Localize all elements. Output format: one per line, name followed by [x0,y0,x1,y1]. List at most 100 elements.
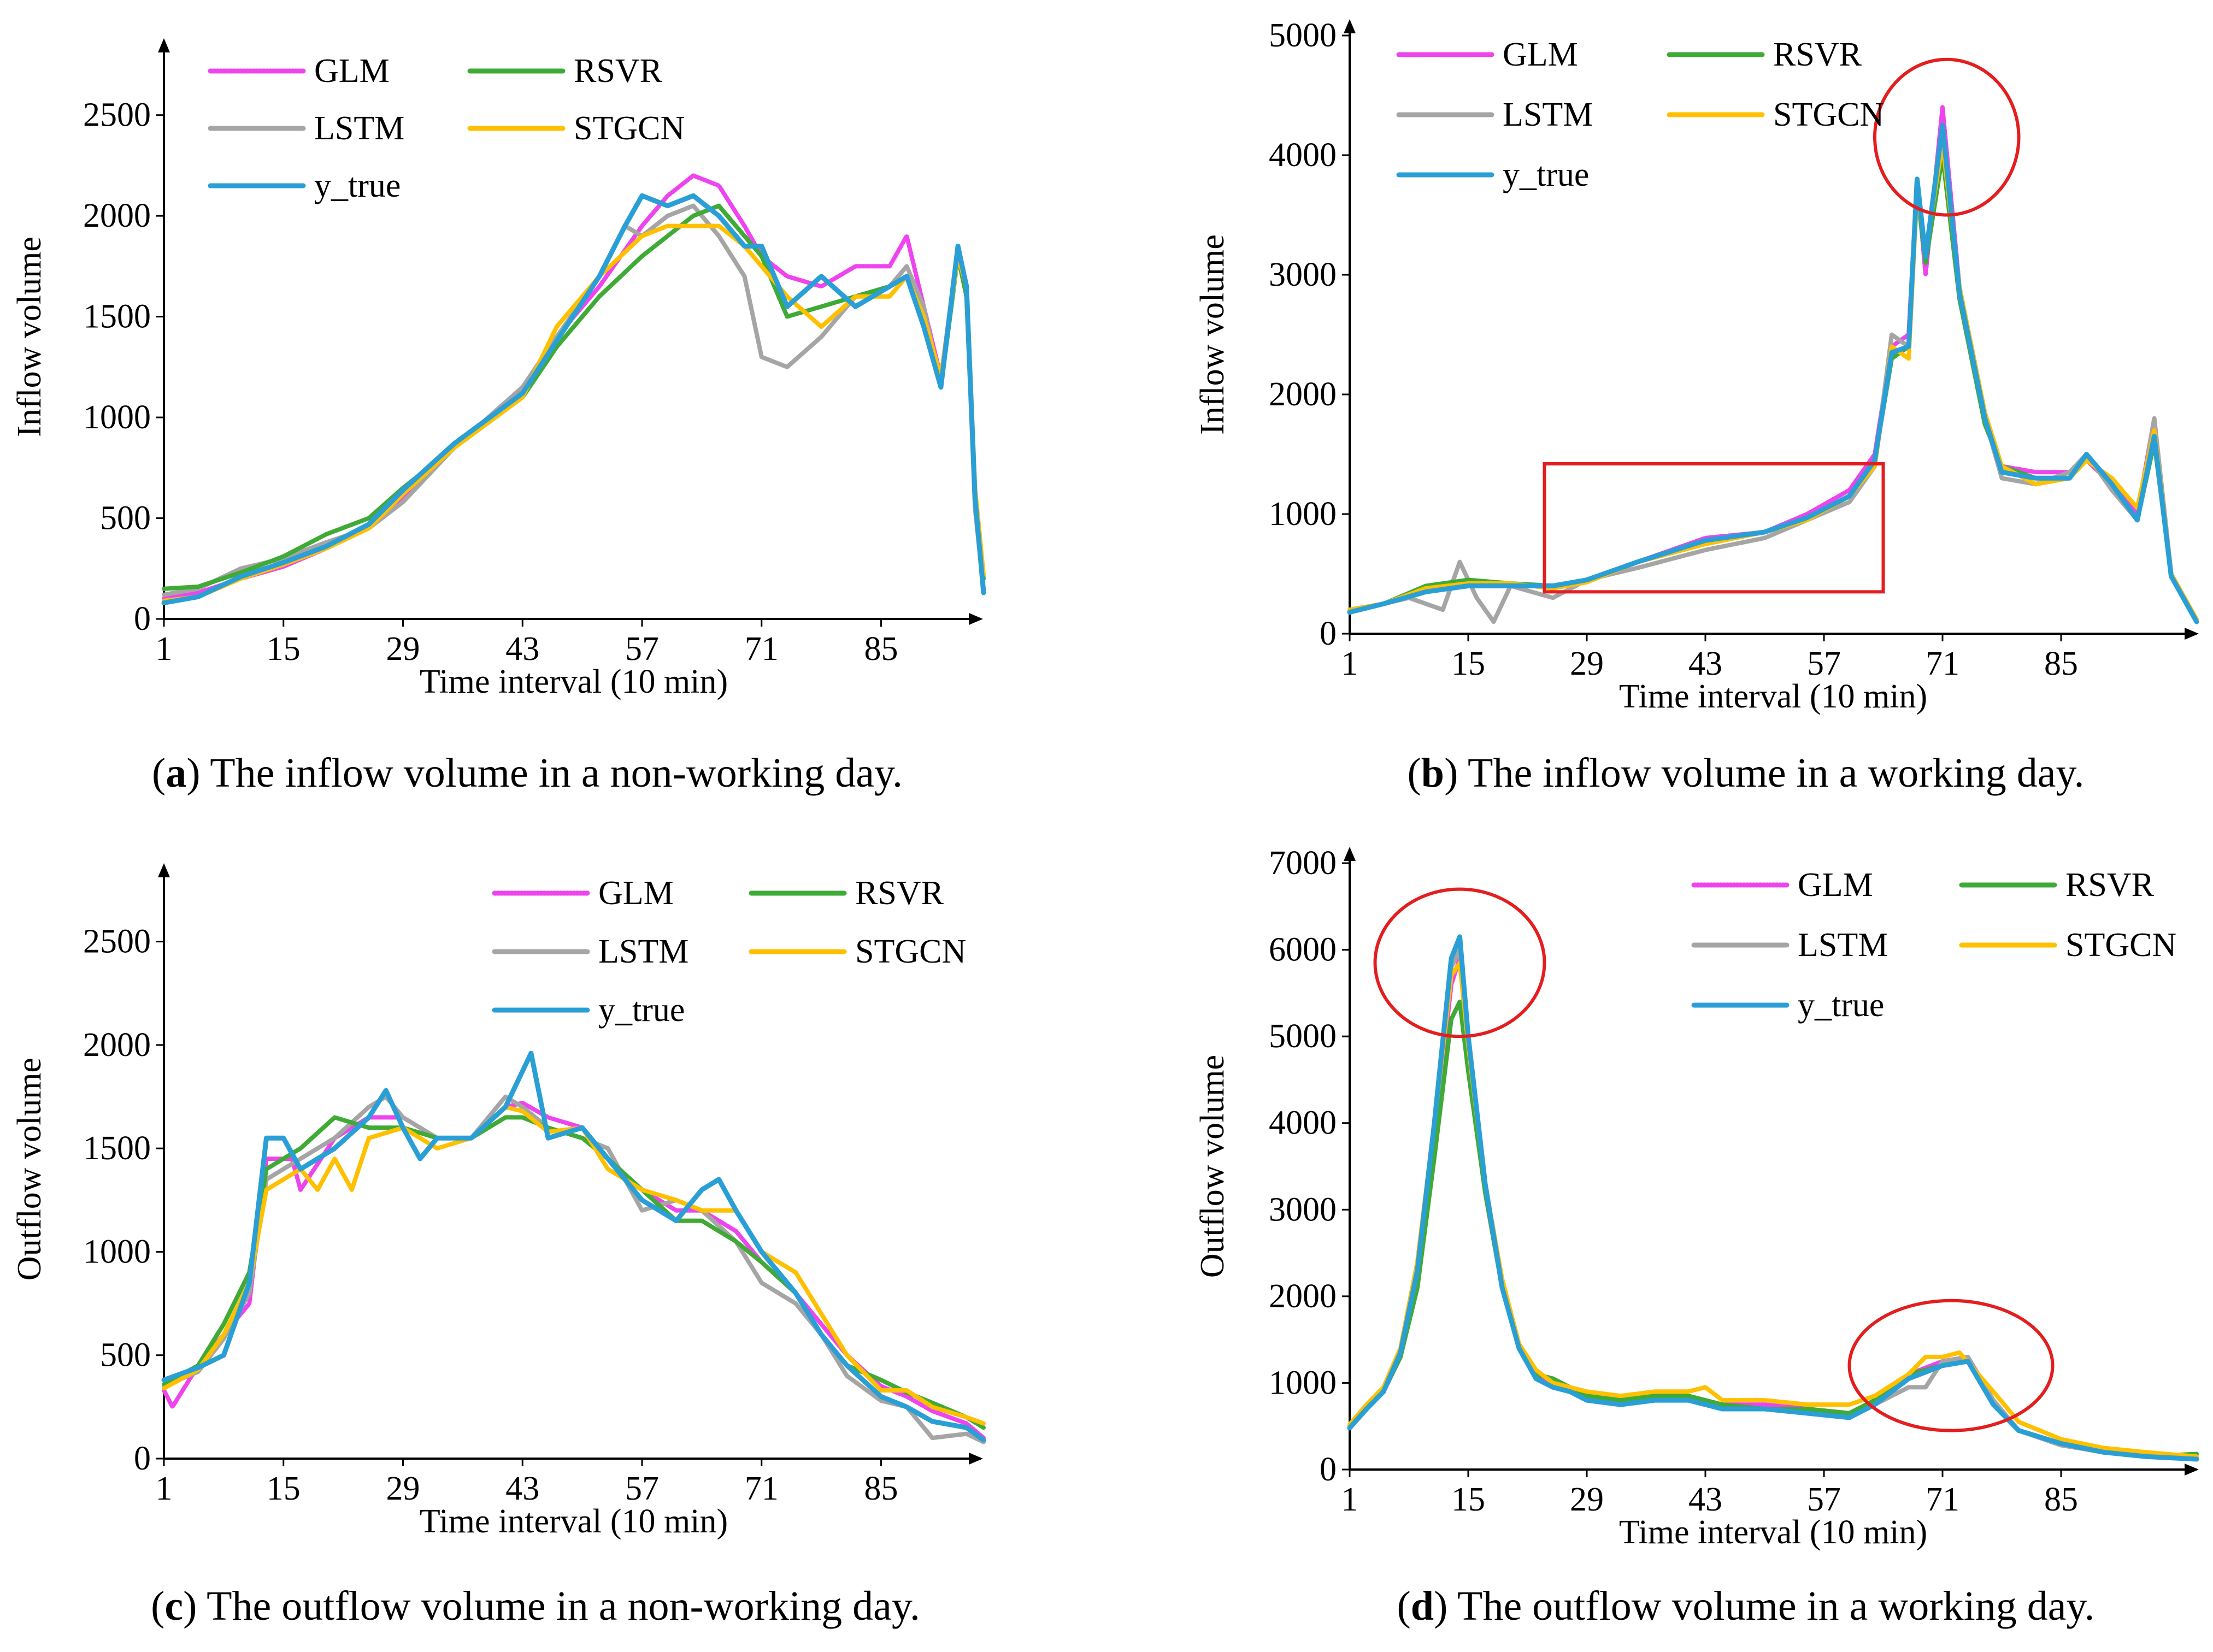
y-tick-label: 0 [1320,1451,1337,1488]
series-line-rsvr [1347,999,2199,1459]
series-line-stgcn [162,223,986,603]
highlight-rectangle [1543,462,1885,594]
y-tick-label: 4000 [1269,137,1337,174]
x-axis-label: Time interval (10 min) [1619,678,1927,715]
chart-panel-d: 0 1000 2000 3000 4000 5000 6000 7000 1 15 29 43 57 71… [1194,845,2199,1629]
y-tick-label: 2000 [83,197,151,234]
legend-label-rsvr: RSVR [1773,36,1862,73]
series-line-stgcn [1347,960,2199,1459]
legend-label-y-true: y_true [598,992,685,1029]
y-axis-label: Inflow volume [1194,234,1231,435]
y-tick-label: 5000 [1269,1018,1337,1055]
y-tick-label: 500 [100,1337,151,1374]
y-axis-label: Outflow volume [1194,1055,1231,1278]
legend-label-glm: GLM [1503,36,1578,73]
x-tick-label: 29 [1570,1481,1604,1518]
series-line-y-true [1347,934,2199,1462]
x-tick-label: 43 [505,1470,539,1507]
series-line-lstm [1347,129,2199,624]
chart-panel-a: 0 500 1000 1500 2000 2500 1 15 29 43 57 71 85 Time in… [11,38,986,796]
legend-label-rsvr: RSVR [574,52,663,90]
series-line-glm [162,173,986,601]
highlight-ellipse [1873,57,2021,217]
x-tick-label: 71 [745,1470,779,1507]
y-tick-label: 2500 [83,923,151,960]
series-line-stgcn [1347,141,2199,622]
y-axis-label: Outflow volume [11,1058,48,1281]
x-tick-label: 71 [1926,645,1959,682]
y-tick-label: 6000 [1269,931,1337,969]
y-tick-label: 2500 [83,97,151,134]
y-tick-label: 1000 [1269,1364,1337,1401]
x-tick-label: 29 [1570,645,1604,682]
chart-panel-c: 0 500 1000 1500 2000 2500 1 15 29 43 57 71 85 Time in… [11,863,986,1629]
panel-caption: (d) The outflow volume in a working day. [1397,1583,2094,1629]
caption-text: ) The inflow volume in a working day. [1444,750,2084,796]
x-axis-label: Time interval (10 min) [420,663,728,700]
x-axis-arrow [969,613,983,625]
y-tick-label: 1500 [83,298,151,335]
x-tick-label: 71 [745,630,779,668]
x-tick-label: 1 [1341,645,1358,682]
x-tick-label: 71 [1926,1481,1959,1518]
legend-label-y-true: y_true [1503,156,1589,193]
x-axis-arrow [969,1453,983,1465]
legend-label-glm: GLM [314,52,390,90]
caption-paren-open: ( [1407,750,1421,796]
legend-label-stgcn: STGCN [855,933,966,970]
series-line-rsvr [162,1115,986,1430]
x-tick-label: 43 [1688,645,1722,682]
y-tick-label: 0 [1320,615,1337,652]
y-axis-arrow [158,38,170,52]
panel-caption: (b) The inflow volume in a working day. [1407,750,2084,796]
x-tick-label: 29 [386,1470,420,1507]
legend-label-stgcn: STGCN [1773,96,1884,133]
y-axis-arrow [158,863,170,877]
legend: GLM RSVR LSTM STGCN y_true [1396,36,1884,193]
legend-label-lstm: LSTM [314,110,404,147]
y-tick-label: 3000 [1269,1191,1337,1228]
caption-letter: a [166,750,186,796]
legend-label-rsvr: RSVR [2065,866,2155,904]
series-line-y-true [161,1051,986,1443]
series-line-glm [1347,956,2199,1459]
series-line-y-true [161,193,986,605]
y-tick-label: 1500 [83,1130,151,1167]
y-axis-arrow [1344,847,1356,861]
x-tick-label: 1 [156,630,173,668]
y-tick-label: 2000 [83,1026,151,1064]
series-line-rsvr [1347,153,2199,624]
legend: GLM RSVR LSTM STGCN y_true [208,52,685,204]
y-tick-label: 5000 [1269,17,1337,54]
legend-label-stgcn: STGCN [2065,927,2176,964]
y-tick-label: 0 [134,1440,151,1477]
legend-label-lstm: LSTM [598,933,688,970]
caption-letter: b [1421,750,1444,796]
legend-label-lstm: LSTM [1503,96,1593,133]
caption-letter: c [164,1583,183,1629]
x-tick-label: 1 [1341,1481,1358,1518]
x-tick-label: 85 [2044,645,2078,682]
legend-label-glm: GLM [1798,866,1873,904]
x-tick-label: 29 [386,630,420,668]
highlight-ellipse [1373,887,1546,1039]
x-tick-label: 1 [156,1470,173,1507]
y-tick-label: 1000 [83,399,151,436]
x-tick-label: 57 [625,630,659,668]
y-axis-label: Inflow volume [11,237,48,437]
series-line-glm [1347,105,2199,624]
legend-label-glm: GLM [598,875,674,912]
chart-panel-b: 0 1000 2000 3000 4000 5000 1 15 29 43 57 71 85 Time i… [1194,17,2199,796]
y-tick-label: 1000 [1269,495,1337,533]
panel-caption: (c) The outflow volume in a non-working … [151,1583,920,1629]
y-tick-label: 7000 [1269,845,1337,882]
y-tick-label: 3000 [1269,256,1337,293]
x-axis-arrow [2185,628,2199,640]
y-tick-label: 1000 [83,1233,151,1270]
caption-paren-open: ( [1397,1583,1410,1629]
caption-paren-open: ( [151,1583,164,1629]
panel-caption: (a) The inflow volume in a non-working d… [152,750,903,796]
y-tick-label: 2000 [1269,376,1337,413]
y-tick-label: 4000 [1269,1105,1337,1142]
